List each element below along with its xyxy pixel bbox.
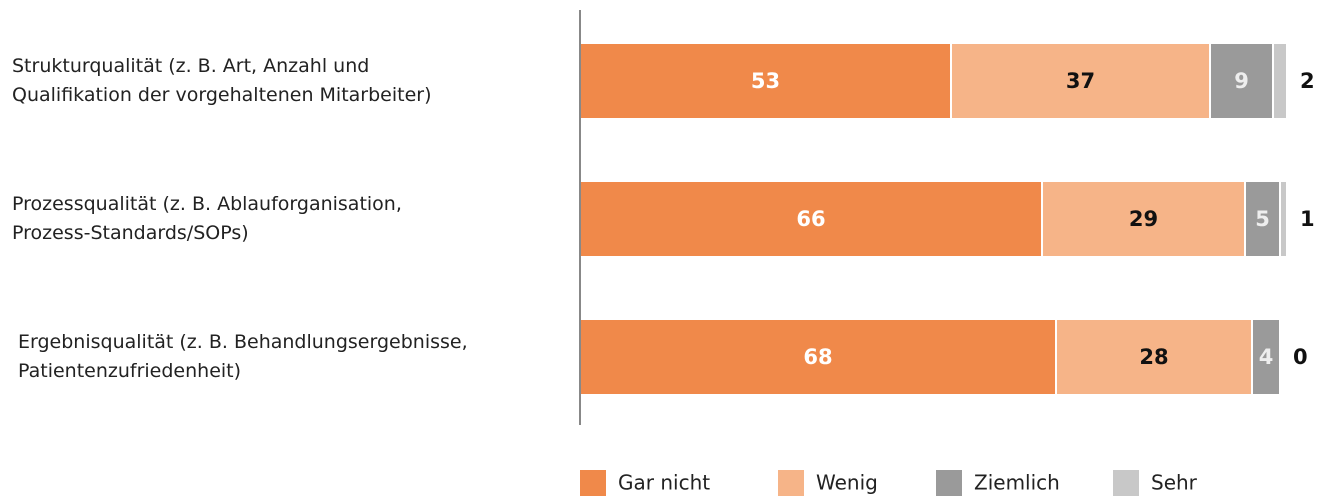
bar-segment [1274,44,1286,118]
bar-segment [581,320,1055,394]
data-label: 5 [1255,207,1270,231]
legend-swatch [1113,470,1139,496]
data-label: 53 [751,69,780,93]
bar-segment [1253,320,1279,394]
data-label: 0 [1293,345,1308,369]
legend-label: Sehr [1151,471,1198,495]
data-label: 2 [1300,69,1315,93]
bar-segment [581,182,1041,256]
legend-label: Gar nicht [618,471,710,495]
bar-segment [1057,320,1251,394]
bar-segment [1211,44,1272,118]
data-label: 28 [1139,345,1168,369]
category-label: Ergebnisqualität (z. B. Behandlungsergeb… [18,331,468,382]
data-label: 29 [1129,207,1158,231]
category-label: Prozessqualität (z. B. Ablauforganisatio… [12,193,402,244]
legend-swatch [936,470,962,496]
bar-segment [1281,182,1286,256]
legend-label: Ziemlich [974,471,1060,495]
bar-segment [581,44,950,118]
data-label: 9 [1234,69,1249,93]
data-label: 68 [803,345,832,369]
bar-segment [1043,182,1244,256]
category-label: Strukturqualität (z. B. Art, Anzahl und … [12,55,432,106]
data-label: 1 [1300,207,1315,231]
data-label: 4 [1259,345,1274,369]
legend-swatch [580,470,606,496]
legend-label: Wenig [816,471,878,495]
legend-swatch [778,470,804,496]
data-label: 66 [796,207,825,231]
bar-segment [952,44,1209,118]
data-label: 37 [1066,69,1095,93]
bar-segment [1246,182,1279,256]
